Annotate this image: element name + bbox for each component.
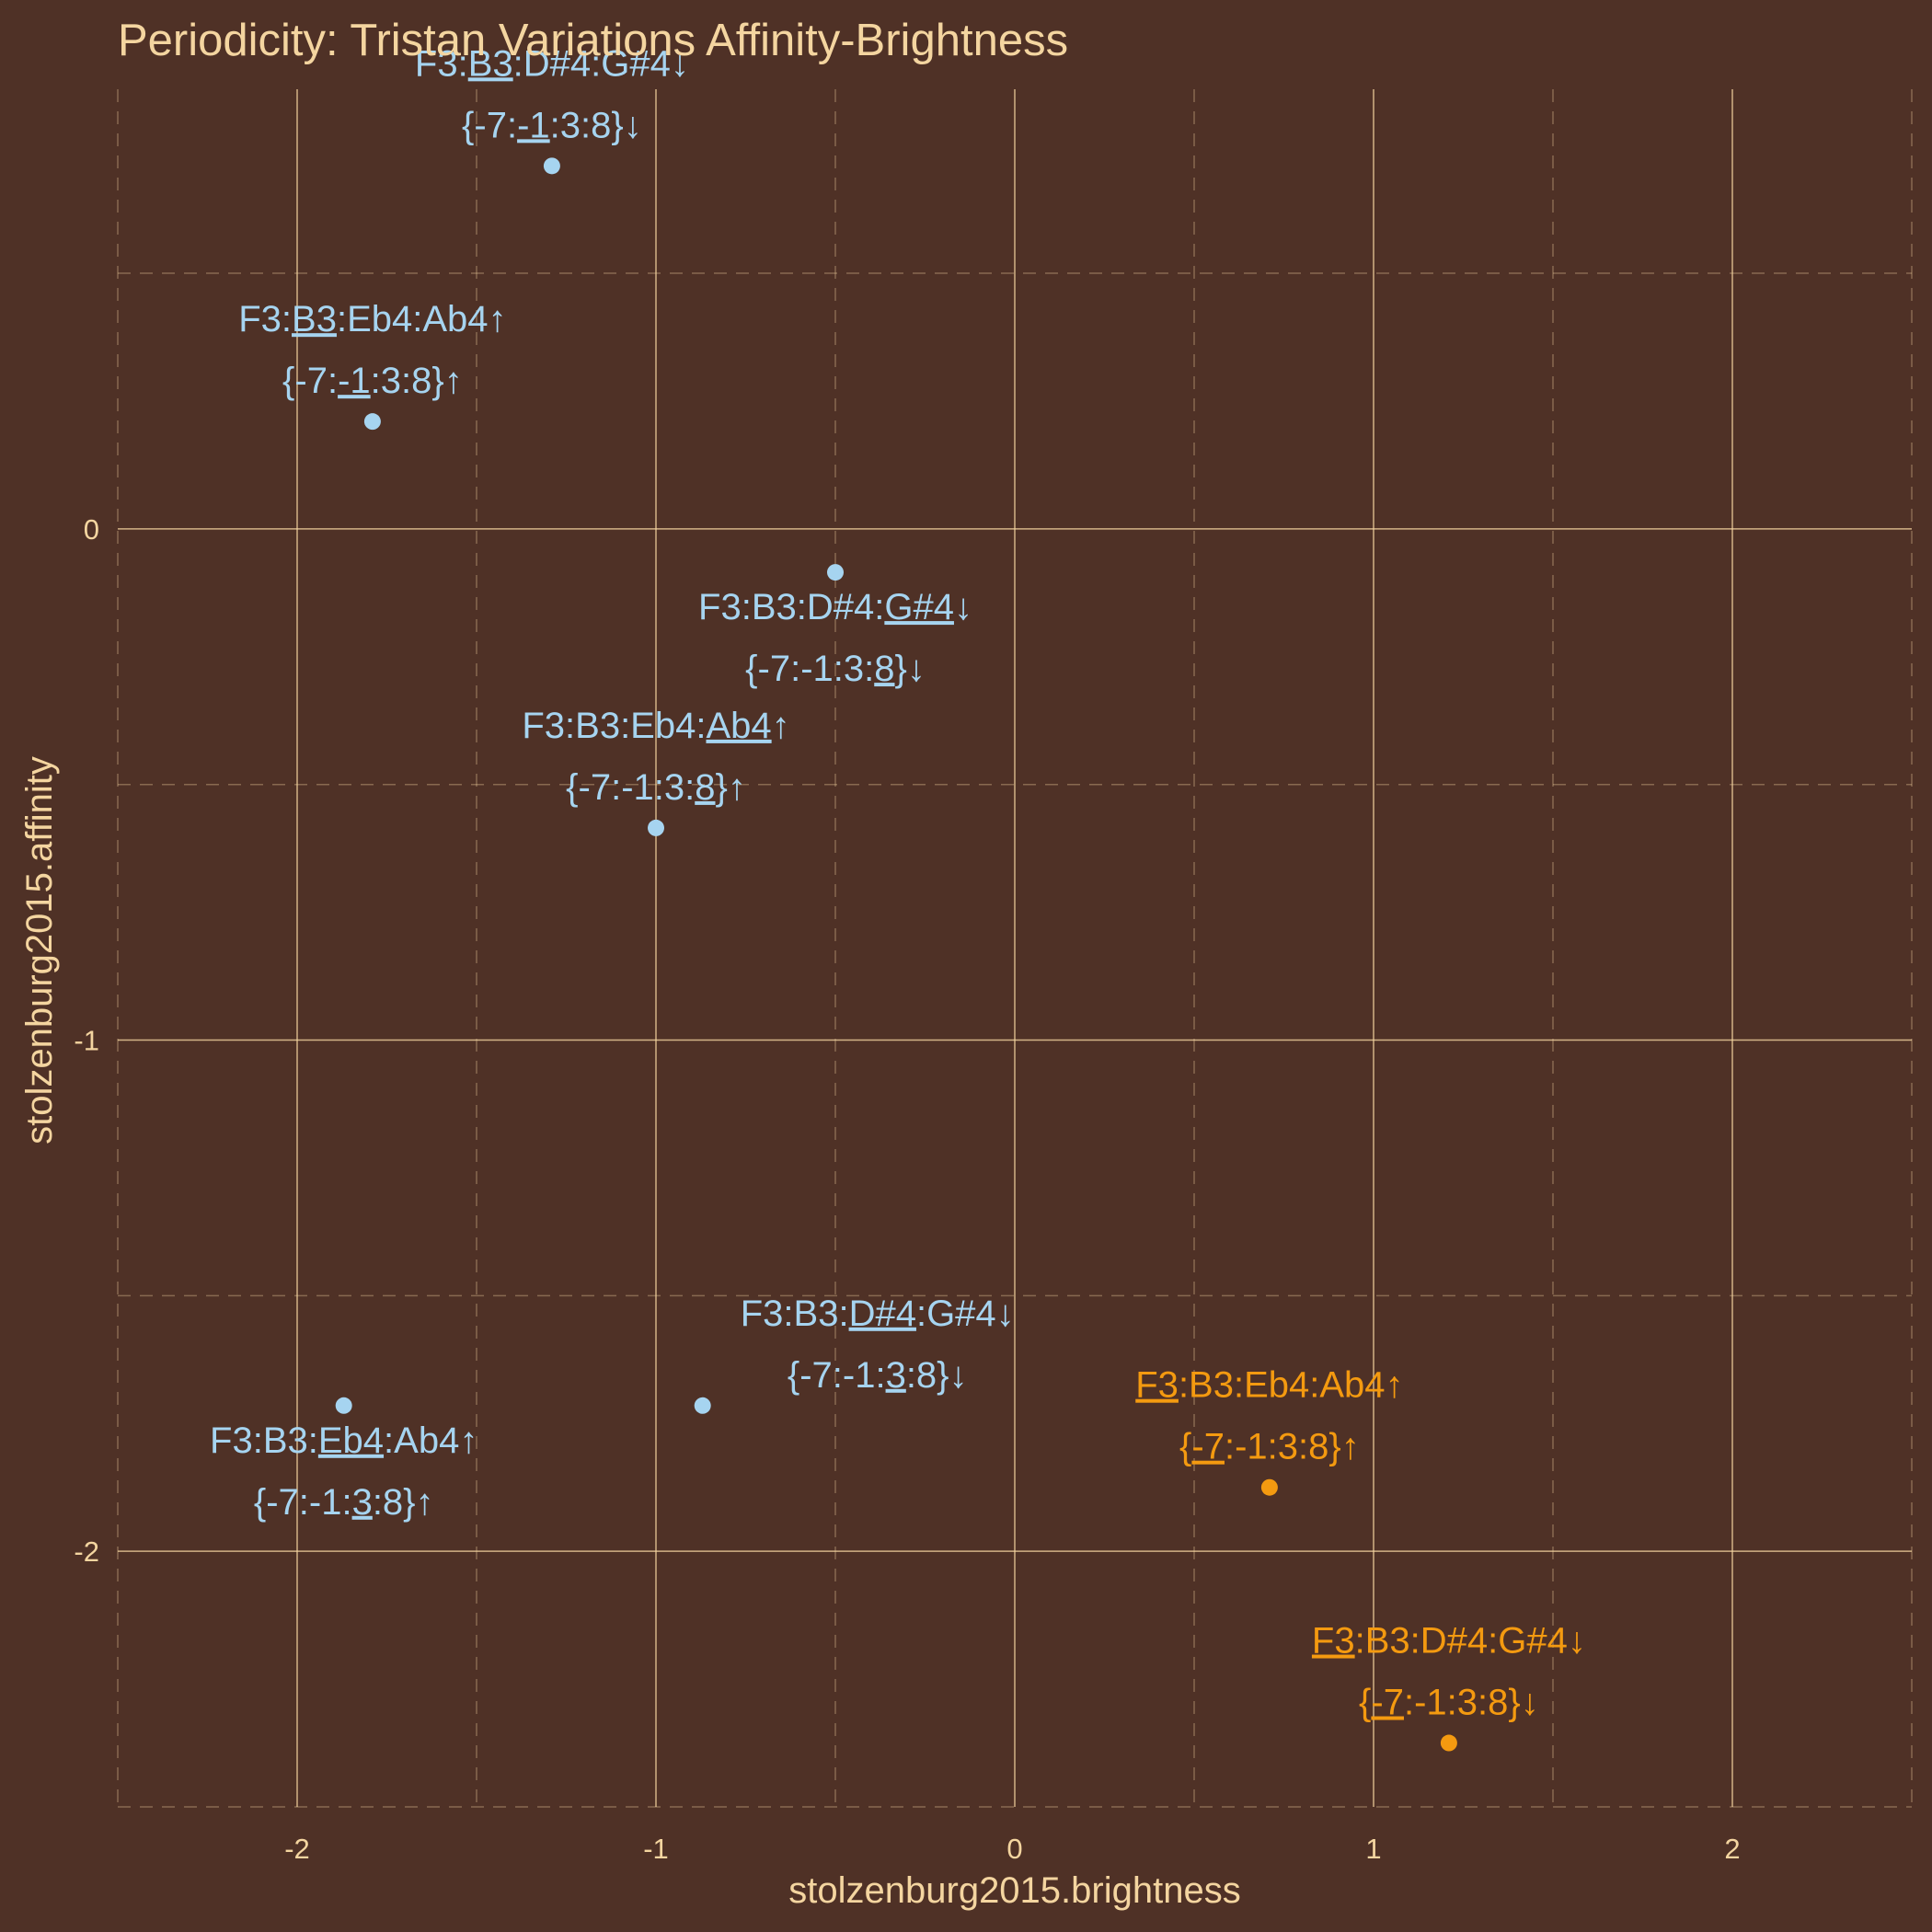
data-point [827, 564, 844, 581]
x-axis-title: stolzenburg2015.brightness [788, 1870, 1240, 1911]
point-label: F3:B3:Eb4:Ab4↑ [1135, 1365, 1403, 1406]
data-point [648, 819, 664, 836]
point-label: F3:B3:Eb4:Ab4↑ [522, 706, 789, 746]
point-label-secondary: {-7:-1:3:8}↑ [254, 1482, 434, 1523]
point-label-secondary: {-7:-1:3:8}↑ [1179, 1427, 1360, 1467]
data-point [335, 1397, 352, 1414]
point-label-secondary: {-7:-1:3:8}↑ [282, 361, 463, 401]
y-tick-label: 0 [84, 513, 99, 546]
point-label-secondary: {-7:-1:3:8}↑ [566, 767, 746, 808]
y-tick-label: -1 [74, 1025, 99, 1057]
data-point [694, 1397, 711, 1414]
x-tick-label: -2 [284, 1833, 310, 1865]
x-tick-labels: -2 -1 0 1 2 [284, 1833, 1740, 1865]
point-label: F3:B3:D#4:G#4↓ [1312, 1621, 1586, 1662]
point-label: F3:B3:D#4:G#4↓ [698, 587, 972, 627]
point-label-secondary: {-7:-1:3:8}↓ [462, 105, 642, 145]
y-axis-title: stolzenburg2015.affinity [19, 756, 60, 1144]
major-gridlines [118, 89, 1912, 1807]
data-point [1260, 1478, 1278, 1496]
y-tick-labels: -2 -1 0 [74, 513, 99, 1568]
point-label: F3:B3:D#4:G#4↓ [415, 43, 689, 84]
data-points [335, 157, 1457, 1752]
x-tick-label: 0 [1006, 1833, 1022, 1865]
point-labels: F3:B3:D#4:G#4↓ {-7:-1:3:8}↓ F3:B3:Eb4:Ab4↑… [210, 43, 1586, 1722]
minor-gridlines [117, 89, 1913, 1808]
x-tick-label: 2 [1724, 1833, 1740, 1865]
point-label-secondary: {-7:-1:3:8}↓ [1359, 1683, 1539, 1723]
chart-title: Periodicity: Tristan Variations Affinity… [118, 16, 1068, 65]
x-tick-label: -1 [643, 1833, 669, 1865]
point-label: F3:B3:Eb4:Ab4↑ [238, 299, 506, 339]
point-label-secondary: {-7:-1:3:8}↓ [788, 1355, 968, 1396]
x-tick-label: 1 [1365, 1833, 1381, 1865]
data-point [543, 157, 560, 175]
data-point [1440, 1734, 1457, 1752]
point-label-secondary: {-7:-1:3:8}↓ [745, 649, 926, 689]
point-label: F3:B3:D#4:G#4↓ [741, 1294, 1015, 1334]
point-label: F3:B3:Eb4:Ab4↑ [210, 1420, 477, 1461]
data-point [363, 413, 381, 431]
y-tick-label: -2 [74, 1535, 99, 1568]
